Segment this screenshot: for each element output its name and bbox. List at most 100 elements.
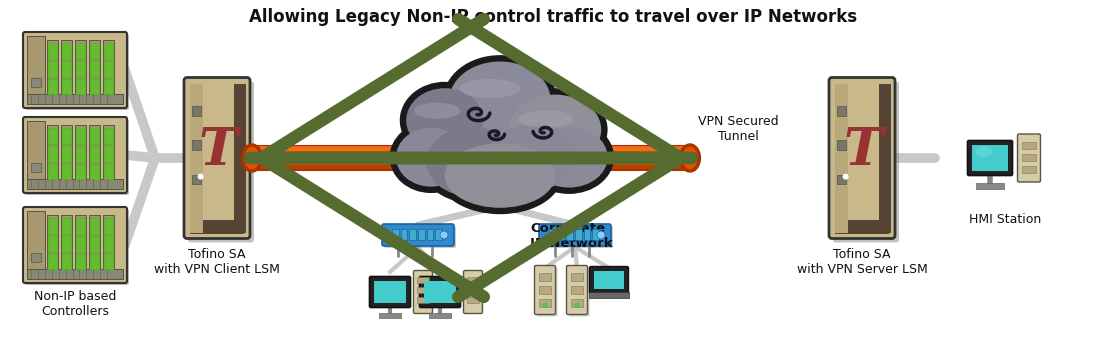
Ellipse shape [682, 146, 699, 170]
Text: Corporate
IP Network: Corporate IP Network [530, 222, 612, 250]
Bar [27, 36, 45, 104]
Bar [571, 299, 583, 307]
Ellipse shape [391, 123, 470, 192]
Bar [837, 140, 846, 150]
Bar [62, 254, 72, 270]
Bar [192, 175, 201, 184]
Circle shape [597, 231, 606, 239]
Bar [575, 229, 581, 240]
Bar [61, 40, 72, 99]
Bar [104, 44, 114, 60]
Circle shape [542, 303, 548, 308]
Ellipse shape [459, 79, 520, 98]
FancyBboxPatch shape [23, 32, 127, 108]
Bar [31, 78, 41, 87]
Ellipse shape [449, 61, 550, 139]
Bar [48, 218, 58, 235]
Bar [879, 83, 891, 233]
Bar [558, 229, 565, 240]
Bar [104, 61, 114, 78]
Bar [539, 273, 551, 281]
Circle shape [198, 174, 204, 180]
FancyBboxPatch shape [567, 265, 588, 315]
Ellipse shape [530, 127, 608, 188]
Bar [76, 236, 86, 253]
Circle shape [439, 231, 448, 239]
Bar [571, 286, 583, 294]
Bar [976, 183, 1004, 189]
Bar [48, 128, 58, 145]
FancyBboxPatch shape [537, 268, 558, 317]
Text: HMI Station: HMI Station [969, 213, 1041, 226]
Ellipse shape [414, 103, 461, 119]
Bar [1022, 166, 1036, 173]
FancyBboxPatch shape [25, 119, 130, 195]
Bar [592, 229, 599, 240]
Bar [192, 140, 201, 150]
Bar [190, 83, 204, 233]
Bar [75, 126, 86, 185]
Bar [430, 313, 451, 318]
Bar [27, 269, 123, 279]
FancyBboxPatch shape [569, 268, 590, 317]
Bar [48, 236, 58, 253]
Bar [62, 44, 72, 60]
Bar [103, 40, 114, 99]
Text: Tofino SA
with VPN Server LSM: Tofino SA with VPN Server LSM [797, 248, 928, 276]
Bar [401, 229, 407, 240]
Bar [31, 253, 41, 262]
Ellipse shape [422, 122, 524, 202]
Bar [91, 79, 100, 95]
Bar [104, 254, 114, 270]
Ellipse shape [241, 144, 262, 172]
Ellipse shape [504, 90, 607, 169]
Bar [46, 126, 59, 185]
Bar [379, 313, 401, 318]
FancyBboxPatch shape [590, 267, 629, 294]
Bar [417, 297, 430, 303]
Bar [91, 128, 100, 145]
Bar [62, 146, 72, 163]
Ellipse shape [975, 146, 992, 157]
FancyBboxPatch shape [25, 209, 130, 285]
Bar [417, 287, 430, 293]
Bar [583, 229, 590, 240]
Bar [46, 40, 59, 99]
Bar [27, 94, 123, 104]
Bar [104, 146, 114, 163]
Circle shape [575, 303, 579, 308]
Text: Allowing Legacy Non-IP control traffic to travel over IP Networks: Allowing Legacy Non-IP control traffic t… [249, 8, 857, 26]
Ellipse shape [401, 83, 488, 157]
FancyBboxPatch shape [832, 82, 899, 243]
FancyBboxPatch shape [23, 207, 127, 283]
FancyBboxPatch shape [25, 34, 130, 110]
Bar [27, 121, 45, 189]
Ellipse shape [406, 88, 484, 153]
FancyBboxPatch shape [382, 224, 454, 246]
Ellipse shape [439, 138, 560, 213]
FancyBboxPatch shape [539, 224, 611, 246]
Ellipse shape [445, 143, 556, 208]
Bar [31, 163, 41, 172]
Bar [424, 281, 456, 303]
FancyBboxPatch shape [968, 141, 1013, 176]
Bar [90, 40, 101, 99]
Bar [75, 215, 86, 274]
Bar [48, 61, 58, 78]
Bar [91, 254, 100, 270]
Text: T: T [198, 125, 238, 176]
Ellipse shape [483, 119, 581, 195]
Bar [91, 218, 100, 235]
Bar [48, 146, 58, 163]
Bar [589, 292, 629, 298]
Text: VPN Secured
Tunnel: VPN Secured Tunnel [697, 115, 778, 143]
FancyBboxPatch shape [23, 117, 127, 193]
Ellipse shape [526, 122, 612, 192]
Bar [76, 254, 86, 270]
Bar [91, 236, 100, 253]
Bar [567, 229, 573, 240]
Bar [62, 61, 72, 78]
Bar [76, 79, 86, 95]
FancyBboxPatch shape [541, 226, 613, 248]
Ellipse shape [680, 144, 701, 172]
